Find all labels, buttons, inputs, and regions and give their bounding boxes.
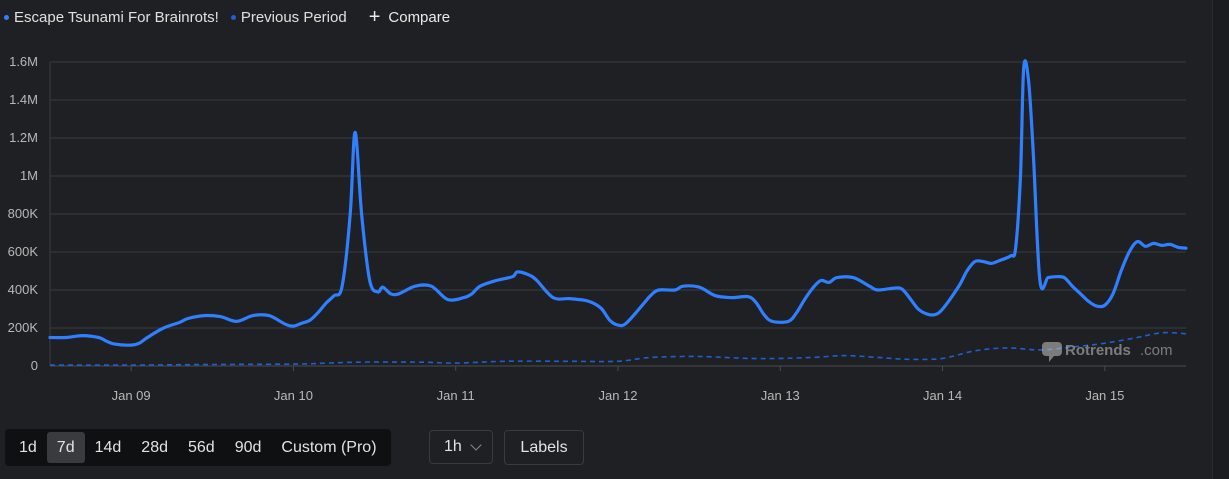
scrollbar[interactable] (1212, 0, 1229, 479)
time-range-selector: 1d 7d 14d 28d 56d 90d Custom (Pro) (5, 429, 391, 466)
range-button-56d[interactable]: 56d (188, 438, 215, 456)
y-tick-label: 800K (8, 206, 39, 221)
legend-series-label: Escape Tsunami For Brainrots! (14, 8, 219, 26)
interval-value: 1h (444, 438, 462, 455)
x-tick-label: Jan 13 (761, 388, 800, 403)
y-tick-label: 1.2M (9, 130, 38, 145)
legend-previous-label: Previous Period (240, 8, 347, 26)
watermark-suffix: .com (1140, 342, 1173, 359)
range-button-7d[interactable]: 7d (46, 432, 85, 463)
y-tick-label: 200K (8, 320, 39, 335)
range-button-custom-pro[interactable]: Custom (Pro) (281, 438, 377, 456)
legend-item-series[interactable]: Escape Tsunami For Brainrots! (4, 9, 219, 26)
range-button-1d[interactable]: 1d (19, 438, 37, 456)
y-tick-label: 1.4M (9, 92, 38, 107)
y-tick-label: 0 (31, 358, 38, 373)
x-tick-label: Jan 12 (598, 388, 637, 403)
series-line-previous (49, 331, 1187, 366)
interval-select[interactable]: 1h (429, 430, 493, 464)
rotrends-logo-icon (1042, 342, 1062, 362)
watermark-text: Rotrends (1065, 342, 1131, 359)
chart-legend: Escape Tsunami For Brainrots! Previous P… (4, 6, 450, 28)
range-button-28d[interactable]: 28d (141, 438, 168, 456)
y-tick-label: 1M (20, 168, 38, 183)
watermark: Rotrends .com (1042, 342, 1173, 362)
x-tick-label: Jan 15 (1085, 388, 1124, 403)
compare-label: Compare (388, 8, 451, 26)
compare-button[interactable]: + Compare (368, 6, 451, 28)
plus-icon: + (368, 6, 381, 28)
range-button-14d[interactable]: 14d (94, 438, 122, 456)
y-tick-label: 600K (8, 244, 39, 259)
y-tick-label: 400K (8, 282, 39, 297)
line-chart: 0 200K 400K 600K 800K 1M 1.2M 1.4M 1.6M Jan 09 Ja… (8, 54, 1188, 403)
x-tick-label: Jan 14 (923, 388, 962, 403)
labels-button[interactable]: Labels (504, 430, 584, 465)
series-line-main (48, 59, 1188, 347)
chevron-down-icon (470, 438, 482, 451)
x-tick-label: Jan 09 (112, 388, 151, 403)
series-dot-icon (4, 14, 9, 20)
x-tick-label: Jan 11 (437, 388, 475, 403)
y-tick-label: 1.6M (9, 54, 38, 69)
range-button-90d[interactable]: 90d (234, 438, 262, 456)
x-tick-label: Jan 10 (274, 388, 313, 403)
previous-dot-icon (230, 14, 236, 20)
legend-item-previous[interactable]: Previous Period (230, 8, 347, 26)
